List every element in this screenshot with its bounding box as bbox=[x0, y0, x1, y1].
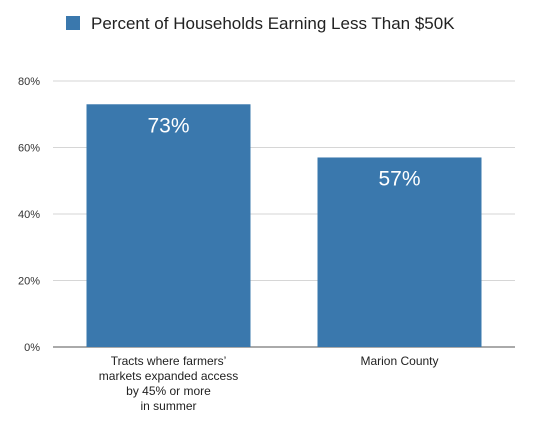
y-tick-label: 40% bbox=[18, 209, 40, 221]
x-category-label: Tracts where farmers’ markets expanded ac… bbox=[99, 354, 238, 413]
legend-swatch bbox=[66, 16, 80, 30]
data-labels: 73% 57% bbox=[147, 114, 420, 190]
y-tick-label: 80% bbox=[18, 76, 40, 88]
y-tick-label: 0% bbox=[24, 342, 40, 354]
bar bbox=[86, 104, 251, 348]
bar-data-label: 57% bbox=[378, 167, 420, 190]
y-axis-ticks: 0% 20% 40% 60% 80% bbox=[18, 76, 40, 354]
bars bbox=[86, 104, 482, 348]
bar bbox=[317, 157, 482, 347]
x-axis-categories: Tracts where farmers’ markets expanded ac… bbox=[99, 354, 439, 413]
legend: Percent of Households Earning Less Than … bbox=[66, 14, 455, 33]
y-tick-label: 20% bbox=[18, 276, 40, 288]
bar-data-label: 73% bbox=[147, 114, 189, 137]
y-tick-label: 60% bbox=[18, 143, 40, 155]
x-category-label: Marion County bbox=[360, 354, 438, 368]
legend-label: Percent of Households Earning Less Than … bbox=[91, 14, 455, 33]
